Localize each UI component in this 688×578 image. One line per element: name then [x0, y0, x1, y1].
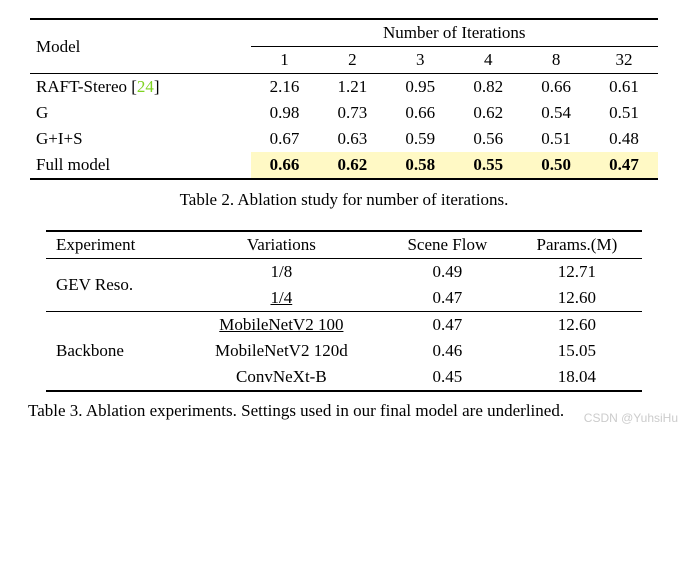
- variation: MobileNetV2 100: [180, 312, 383, 339]
- params: 12.60: [512, 312, 642, 339]
- iter-col-32: 32: [590, 47, 658, 74]
- model-label: Full model: [30, 152, 251, 179]
- cell: 0.47: [590, 152, 658, 179]
- header-variations: Variations: [180, 231, 383, 259]
- table-2-table: Model Number of Iterations 1 2 3 4 8 32 …: [30, 18, 658, 180]
- cell: 0.62: [454, 100, 522, 126]
- cell: 0.73: [318, 100, 386, 126]
- sceneflow: 0.47: [383, 285, 512, 312]
- sceneflow: 0.49: [383, 259, 512, 286]
- cell: 0.66: [522, 74, 590, 101]
- table-row: G+I+S 0.67 0.63 0.59 0.56 0.51 0.48: [30, 126, 658, 152]
- variation: 1/8: [180, 259, 383, 286]
- model-label: G+I+S: [30, 126, 251, 152]
- experiment-label: GEV Reso.: [46, 259, 180, 312]
- variation: ConvNeXt-B: [180, 364, 383, 391]
- cell: 0.54: [522, 100, 590, 126]
- params: 18.04: [512, 364, 642, 391]
- table-row: GEV Reso. 1/8 0.49 12.71: [46, 259, 642, 286]
- table-row: G 0.98 0.73 0.66 0.62 0.54 0.51: [30, 100, 658, 126]
- iter-col-2: 2: [318, 47, 386, 74]
- cell: 0.55: [454, 152, 522, 179]
- model-label: G: [30, 100, 251, 126]
- model-label-after: ]: [154, 77, 160, 96]
- cell: 0.67: [251, 126, 319, 152]
- cell: 0.51: [522, 126, 590, 152]
- cell: 0.48: [590, 126, 658, 152]
- iter-col-8: 8: [522, 47, 590, 74]
- cell: 0.50: [522, 152, 590, 179]
- cell: 0.61: [590, 74, 658, 101]
- table-row: RAFT-Stereo [24] 2.16 1.21 0.95 0.82 0.6…: [30, 74, 658, 101]
- header-iterations-group: Number of Iterations: [251, 19, 658, 47]
- iter-col-3: 3: [386, 47, 454, 74]
- sceneflow: 0.45: [383, 364, 512, 391]
- iter-col-1: 1: [251, 47, 319, 74]
- iter-col-4: 4: [454, 47, 522, 74]
- cell: 0.62: [318, 152, 386, 179]
- table-2-caption: Table 2. Ablation study for number of it…: [30, 190, 658, 210]
- header-sceneflow: Scene Flow: [383, 231, 512, 259]
- table-row: Full model 0.66 0.62 0.58 0.55 0.50 0.47: [30, 152, 658, 179]
- citation-link[interactable]: 24: [137, 77, 154, 96]
- params: 15.05: [512, 338, 642, 364]
- params: 12.60: [512, 285, 642, 312]
- variation: 1/4: [180, 285, 383, 312]
- table-row: Backbone MobileNetV2 100 0.47 12.60: [46, 312, 642, 339]
- sceneflow: 0.46: [383, 338, 512, 364]
- header-experiment: Experiment: [46, 231, 180, 259]
- cell: 0.58: [386, 152, 454, 179]
- params: 12.71: [512, 259, 642, 286]
- cell: 2.16: [251, 74, 319, 101]
- cell: 0.59: [386, 126, 454, 152]
- cell: 0.63: [318, 126, 386, 152]
- model-label: RAFT-Stereo [: [36, 77, 137, 96]
- table-3-table: Experiment Variations Scene Flow Params.…: [46, 230, 642, 392]
- sceneflow: 0.47: [383, 312, 512, 339]
- cell: 0.66: [251, 152, 319, 179]
- cell: 1.21: [318, 74, 386, 101]
- experiment-label: Backbone: [46, 312, 180, 392]
- table-2: Model Number of Iterations 1 2 3 4 8 32 …: [30, 18, 658, 210]
- cell: 0.95: [386, 74, 454, 101]
- variation: MobileNetV2 120d: [180, 338, 383, 364]
- table-3-caption: Table 3. Ablation experiments. Settings …: [28, 400, 660, 423]
- cell: 0.56: [454, 126, 522, 152]
- table-3: Experiment Variations Scene Flow Params.…: [46, 230, 642, 392]
- cell: 0.98: [251, 100, 319, 126]
- header-model: Model: [30, 19, 251, 74]
- watermark: CSDN @YuhsiHu: [584, 411, 678, 425]
- cell: 0.66: [386, 100, 454, 126]
- header-params: Params.(M): [512, 231, 642, 259]
- cell: 0.51: [590, 100, 658, 126]
- cell: 0.82: [454, 74, 522, 101]
